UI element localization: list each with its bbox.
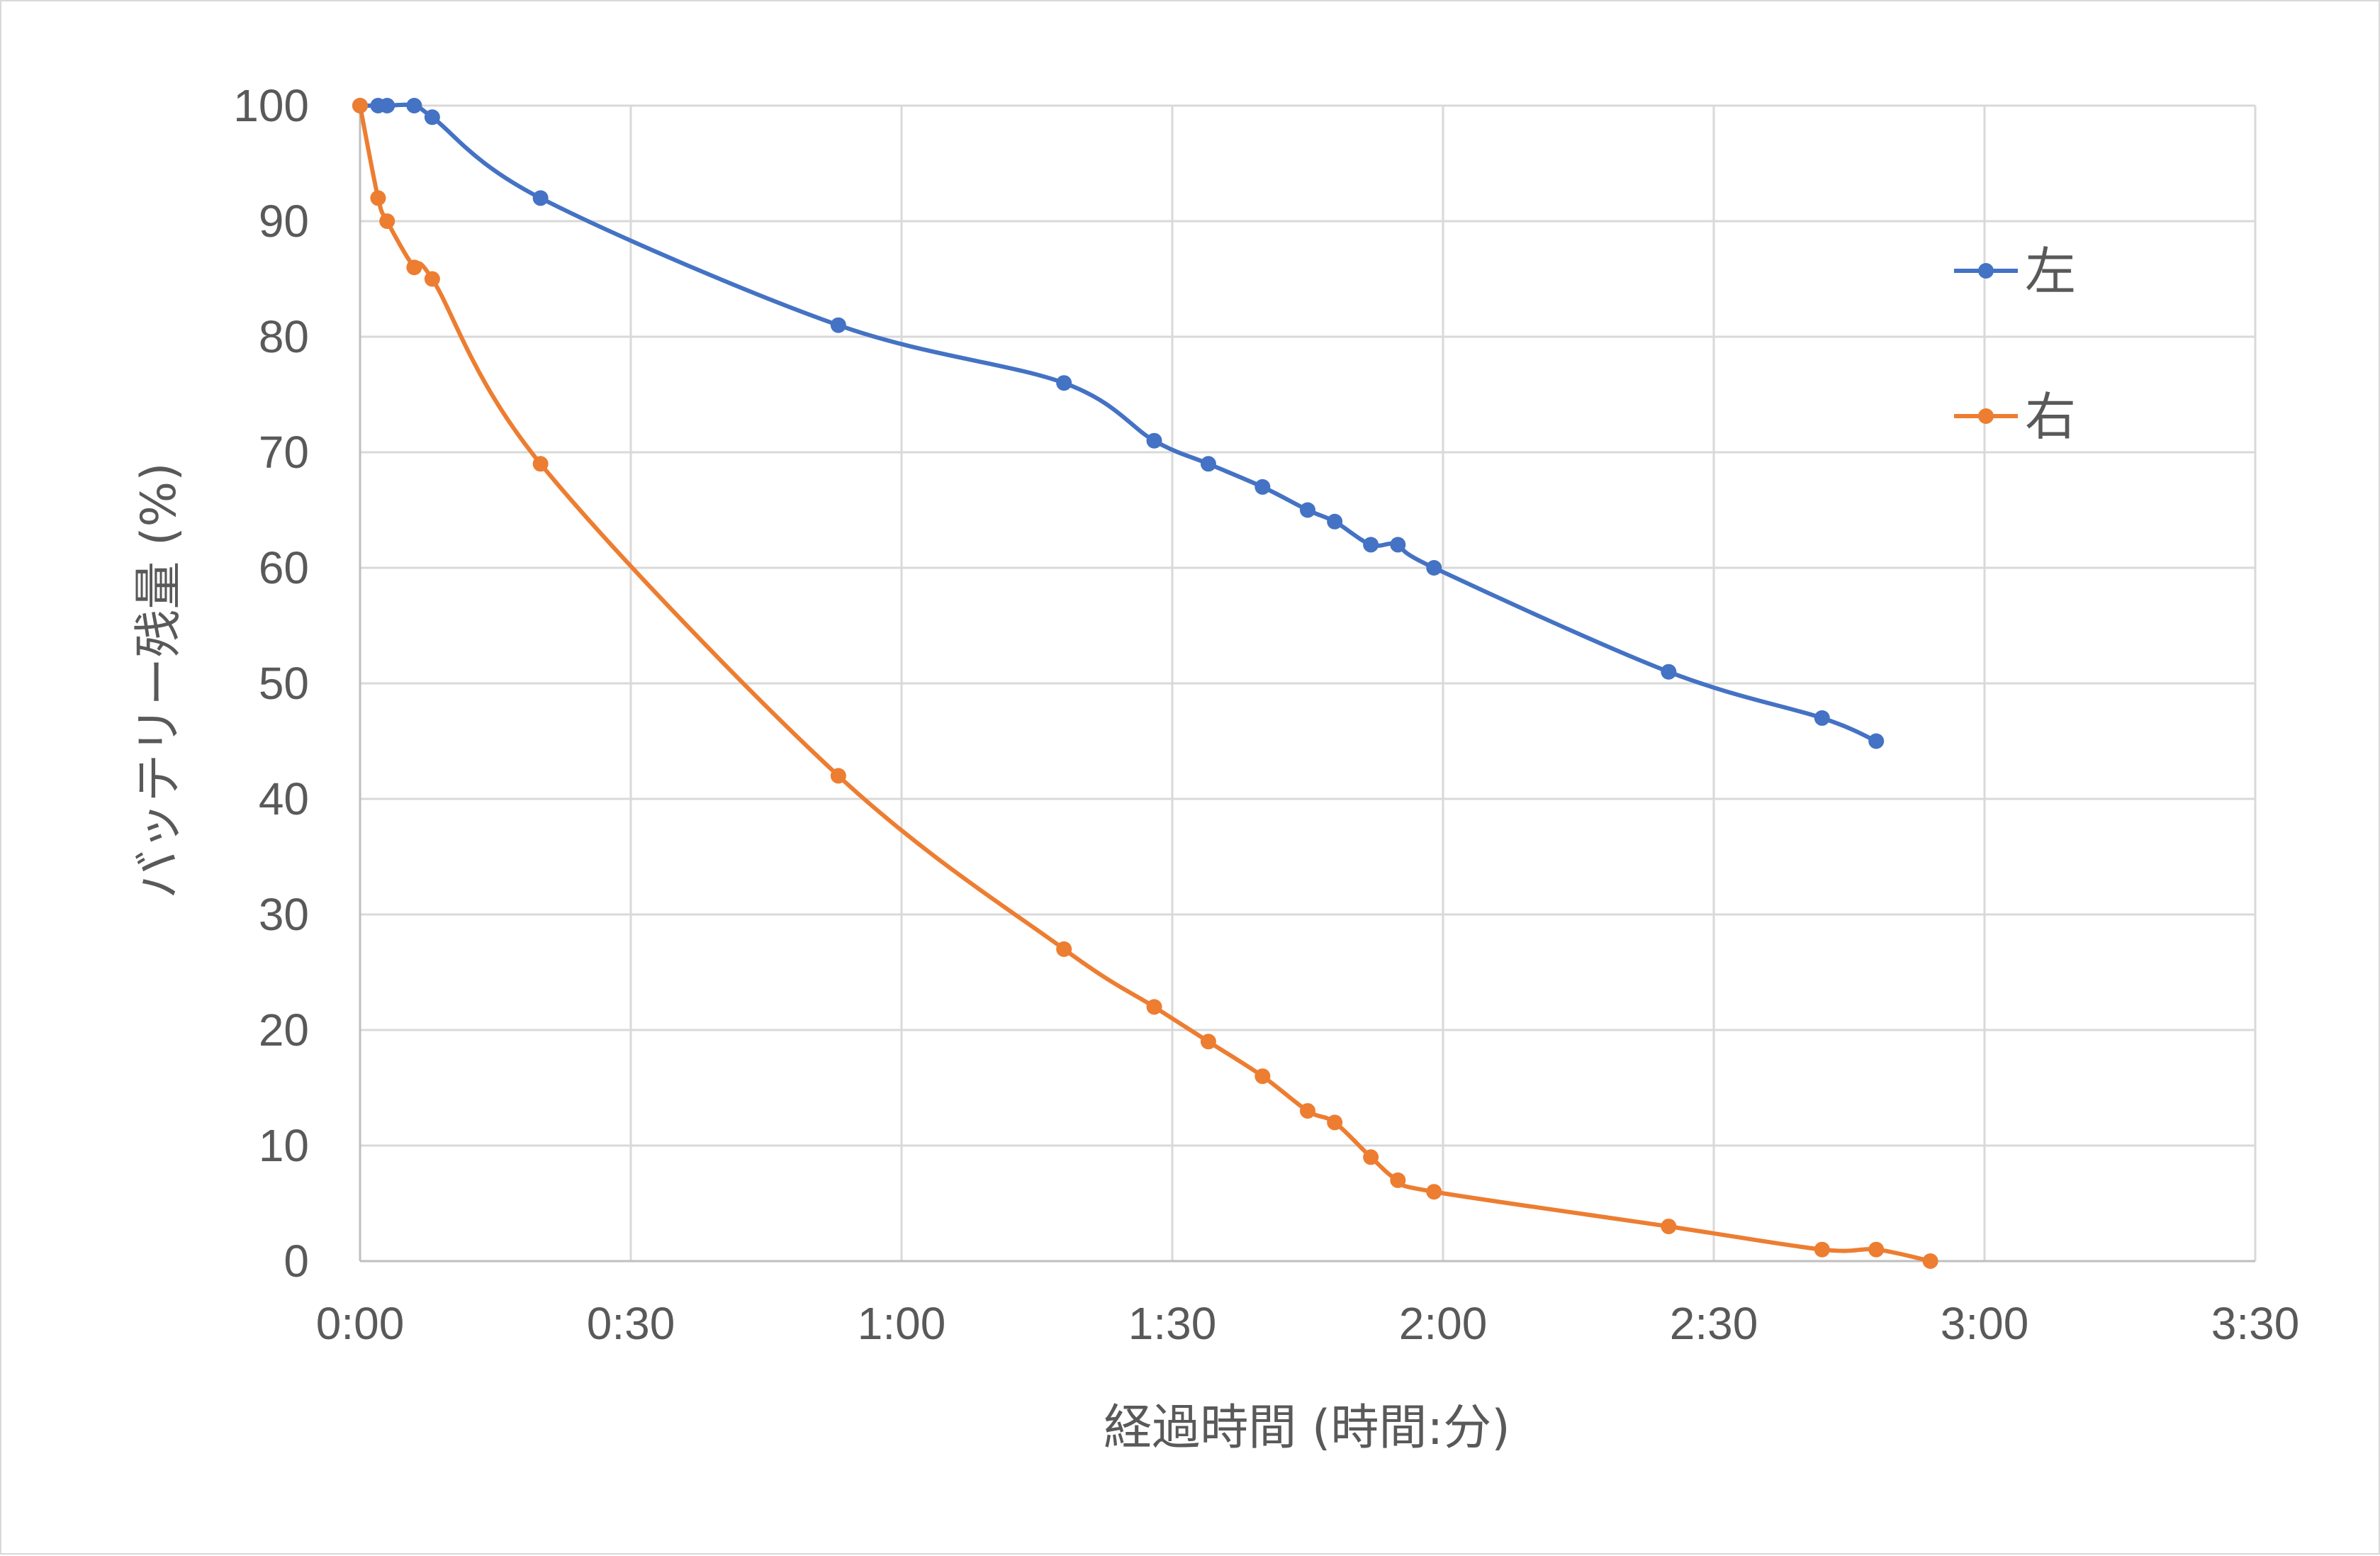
y-tick-label: 70 [259,427,309,478]
x-tick-label: 0:30 [587,1298,675,1349]
data-point [1814,1241,1830,1258]
data-point [379,98,395,113]
data-point [1300,1103,1315,1119]
data-point [1146,999,1162,1015]
data-point [1200,456,1216,472]
x-tick-label: 1:30 [1128,1298,1217,1349]
x-axis-title: 経過時間 (時間:分) [1104,1400,1510,1456]
data-point [1363,537,1379,553]
data-point [379,213,395,229]
legend-label-2: 右 [2025,387,2076,447]
series-points [352,98,1938,1269]
legend-marker-1 [1978,263,1994,279]
y-tick-label: 90 [259,196,309,247]
y-tick-label: 60 [259,542,309,593]
data-point [532,190,549,206]
data-point [1390,1172,1406,1188]
y-tick-label: 0 [284,1236,309,1287]
x-tick-label: 1:00 [858,1298,946,1349]
data-point [1146,432,1162,449]
data-point [1661,664,1677,680]
data-point [406,259,422,276]
tick-labels: 0 10 20 30 40 50 60 70 80 90 100 0:00 0:30 1:00 1:30 2:… [233,80,2299,1349]
data-point [1922,1253,1938,1269]
y-tick-label: 80 [259,311,309,362]
data-point [1868,1241,1885,1258]
data-point [1327,513,1343,530]
data-point [830,768,846,784]
series-line-2 [358,103,1933,1263]
y-tick-label: 50 [259,658,309,709]
y-tick-label: 40 [259,773,309,824]
legend-marker-2 [1978,408,1994,424]
data-point [424,109,440,125]
data-point [830,317,846,333]
x-tick-label: 2:30 [1670,1298,1758,1349]
data-point [1200,1034,1216,1050]
data-point [1426,1184,1442,1200]
gridlines [360,104,2257,1261]
data-point [1300,502,1315,518]
x-tick-label: 3:30 [2211,1298,2300,1349]
data-point [1056,375,1072,391]
data-point [1327,1114,1343,1131]
data-point [532,456,549,472]
y-tick-label: 20 [259,1004,309,1056]
y-tick-label: 30 [259,889,309,940]
x-tick-label: 3:00 [1941,1298,2029,1349]
data-point [1390,537,1406,553]
data-point [424,271,440,287]
x-tick-label: 2:00 [1399,1298,1488,1349]
data-point [1661,1219,1677,1235]
data-point [1363,1149,1379,1165]
data-point [352,98,368,113]
axes [359,106,2255,1263]
data-point [1056,941,1072,957]
x-tick-label: 0:00 [316,1298,405,1349]
data-point [1426,560,1442,576]
y-tick-label: 100 [233,80,309,131]
legend: 左右 [1954,242,2076,447]
y-axis-title: バッテリー残量 (%) [131,462,187,898]
data-point [1254,478,1271,495]
legend-label-1: 左 [2025,242,2076,301]
data-point [370,190,386,206]
series-line-1 [358,102,1879,744]
data-point [1254,1068,1271,1085]
y-tick-label: 10 [259,1120,309,1171]
data-point [1868,733,1885,749]
data-point [1814,710,1830,726]
data-point [406,98,422,113]
